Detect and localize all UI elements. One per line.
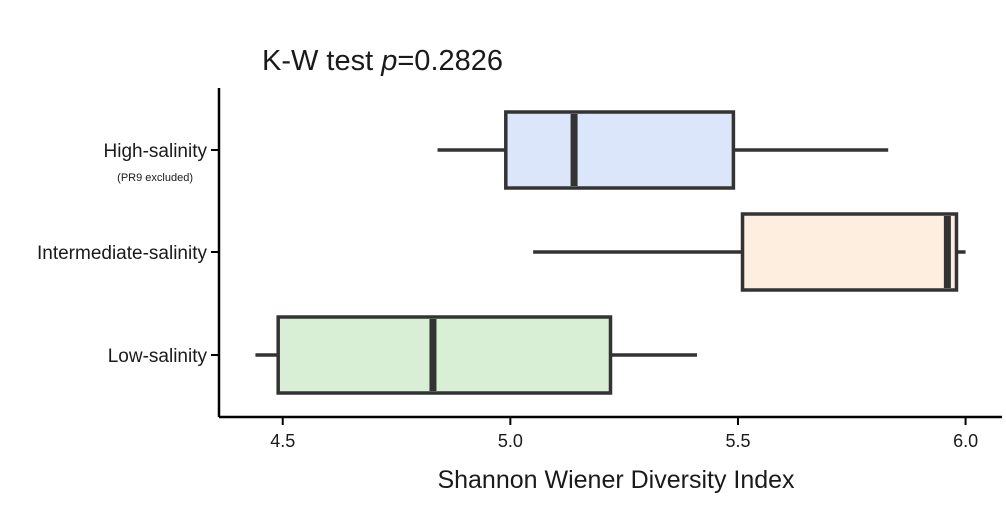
chart-title-p: p (380, 45, 397, 77)
x-tick-label: 6.0 (953, 431, 978, 451)
y-tick-label-high-salinity: High-salinity (104, 141, 208, 162)
y-axis-ticks: High-salinity (PR9 excluded) Intermediate-… (37, 141, 219, 367)
x-tick-label: 4.5 (270, 431, 295, 451)
x-axis-ticks: 4.5 5.0 5.5 6.0 (270, 417, 978, 451)
chart-title-prefix: K-W test (262, 45, 381, 77)
box-intermediate-salinity (740, 212, 959, 292)
y-tick-label-intermediate-salinity: Intermediate-salinity (37, 243, 208, 264)
y-tick-sublabel-high-salinity: (PR9 excluded) (117, 172, 193, 184)
box-low-salinity (276, 315, 613, 395)
plot-area (255, 110, 966, 395)
chart-title-suffix: =0.2826 (397, 45, 503, 77)
chart-title: K-W test p=0.2826 (262, 45, 503, 77)
box-high-salinity (504, 110, 736, 190)
x-tick-label: 5.0 (498, 431, 523, 451)
y-tick-label-low-salinity: Low-salinity (108, 346, 208, 367)
x-tick-label: 5.5 (725, 431, 750, 451)
x-axis-title: Shannon Wiener Diversity Index (437, 466, 795, 494)
